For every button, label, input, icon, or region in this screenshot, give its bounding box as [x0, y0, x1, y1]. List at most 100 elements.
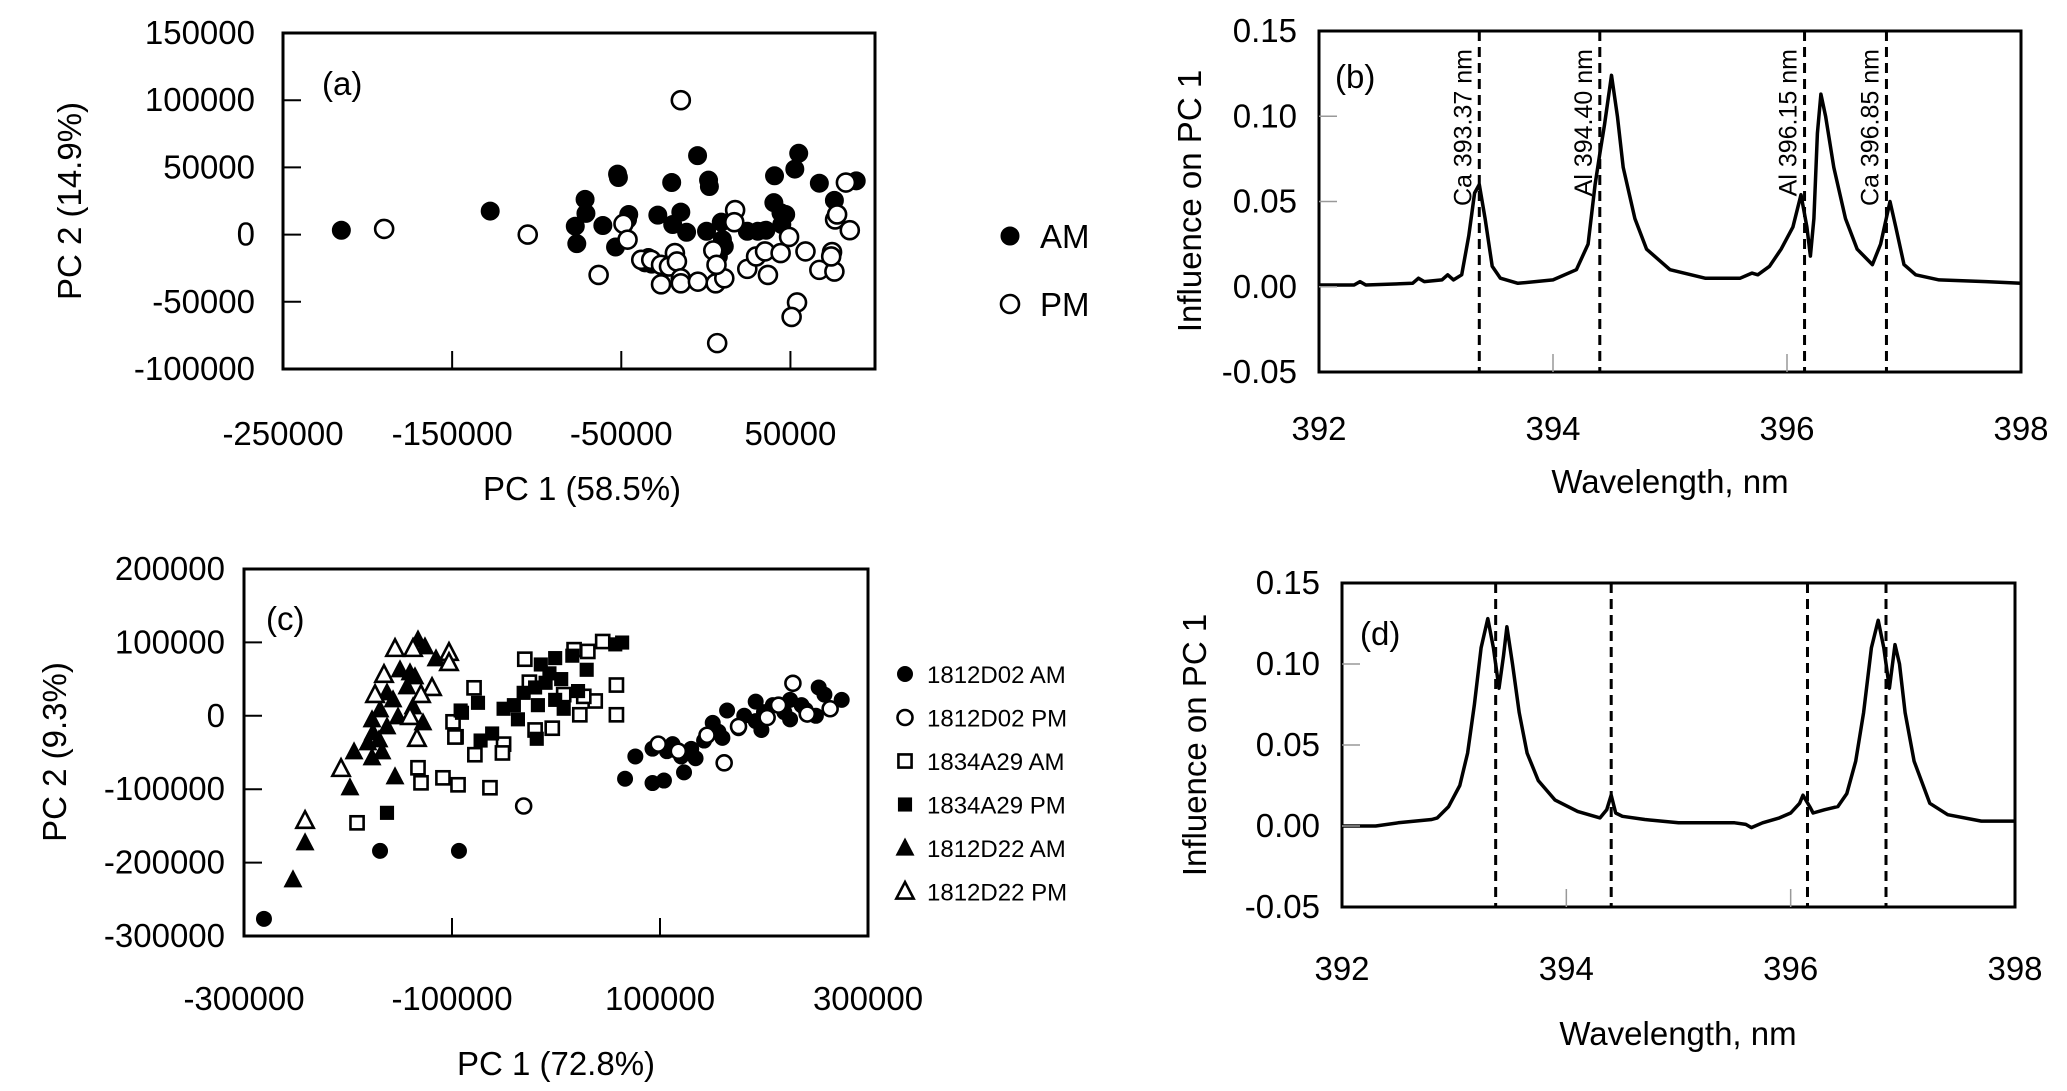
- panel-d-marks: [1342, 616, 2015, 830]
- panel-d-x-axis-title: Wavelength, nm: [1559, 1015, 1796, 1052]
- data-point: [565, 648, 580, 663]
- panel-c-legend: 1812D02 AM 1812D02 PM 1834A29 AM 1834A29 PM…: [894, 662, 1067, 907]
- data-point: [294, 808, 316, 830]
- y-tick-label: 0.10: [1233, 97, 1297, 134]
- data-point: [565, 216, 585, 236]
- y-tick-label: 0.00: [1233, 268, 1297, 305]
- panel-d-pc1-loadings: -0.05 0.00 0.05 0.10 0.15 392 394 396 398 (d) Wa…: [1176, 564, 2043, 1052]
- x-tick-label: -100000: [391, 980, 512, 1017]
- data-point: [706, 254, 727, 276]
- panel-b-reference-lines: Ca 393.37 nm Al 394.40 nm Al 396.15 nm Ca 3…: [1449, 31, 1888, 372]
- panel-b-label: (b): [1335, 58, 1375, 95]
- legend-item: 1812D22 PM: [894, 879, 1067, 907]
- data-point: [567, 234, 587, 254]
- data-point: [364, 682, 386, 704]
- x-tick-label: 394: [1525, 410, 1580, 447]
- data-point: [516, 685, 531, 700]
- data-point: [687, 271, 709, 292]
- x-tick-label: 100000: [605, 980, 715, 1017]
- legend-marker: [895, 837, 915, 856]
- data-point: [770, 242, 791, 264]
- data-point: [835, 172, 857, 193]
- legend-marker: [897, 666, 913, 682]
- data-point: [538, 675, 553, 690]
- y-tick-label: 100000: [145, 81, 255, 118]
- loading-curve: [1319, 73, 2022, 287]
- data-point: [608, 706, 625, 723]
- data-point: [608, 637, 623, 652]
- legend-item: PM: [999, 286, 1090, 323]
- data-point: [617, 229, 638, 250]
- data-point: [670, 273, 692, 294]
- panel-a-legend: AM PM: [999, 218, 1090, 323]
- x-tick-label: -300000: [183, 980, 304, 1017]
- data-point: [789, 143, 809, 163]
- data-point: [379, 805, 395, 820]
- data-point: [413, 774, 429, 791]
- data-point: [769, 696, 788, 714]
- x-tick-label: -50000: [570, 415, 673, 452]
- data-point: [447, 729, 463, 745]
- data-point: [627, 748, 644, 765]
- data-point: [482, 779, 498, 796]
- legend-label: 1812D02 AM: [927, 662, 1066, 689]
- data-point: [576, 203, 596, 223]
- data-point: [723, 211, 745, 233]
- data-point: [467, 746, 483, 763]
- y-tick-label: 0.15: [1233, 12, 1297, 49]
- data-point: [390, 659, 410, 678]
- data-point: [344, 741, 364, 760]
- y-tick-label: 100000: [115, 623, 225, 660]
- data-point: [415, 636, 435, 655]
- panel-a-ticks: -100000 -50000 0 50000 100000 150000 -250000 -1…: [134, 14, 836, 452]
- y-tick-label: 0: [207, 697, 225, 734]
- y-tick-label: -50000: [152, 283, 255, 320]
- data-point: [608, 677, 625, 693]
- data-point: [699, 177, 719, 197]
- legend-item: 1834A29 AM: [897, 749, 1064, 776]
- y-tick-label: -100000: [134, 350, 255, 387]
- x-tick-label: 398: [1987, 950, 2042, 987]
- y-tick-label: 0.00: [1256, 807, 1320, 844]
- legend-label: 1812D22 PM: [927, 880, 1067, 907]
- x-tick-label: 50000: [745, 415, 837, 452]
- data-point: [510, 712, 525, 727]
- legend-item: 1812D02 PM: [896, 706, 1067, 733]
- data-point: [655, 772, 672, 789]
- peak-label: Ca 393.37 nm: [1449, 49, 1477, 206]
- legend-marker: [894, 879, 916, 900]
- legend-label: 1834A29 PM: [927, 793, 1066, 820]
- data-point: [369, 729, 389, 748]
- data-point: [421, 675, 443, 697]
- data-point: [397, 676, 417, 695]
- panel-a-pca-scatter: -100000 -50000 0 50000 100000 150000 -250000 -1…: [51, 14, 1090, 507]
- panel-d-plot-frame: [1340, 581, 2017, 909]
- data-point: [798, 705, 817, 723]
- data-point: [758, 708, 776, 727]
- legend-marker: [897, 753, 913, 769]
- legend-item: AM: [1000, 218, 1090, 255]
- data-point: [676, 764, 693, 781]
- panel-c-pca-scatter: -300000 -200000 -100000 0 100000 200000 -30000…: [36, 550, 1067, 1082]
- data-point: [373, 218, 395, 240]
- data-point: [485, 726, 500, 741]
- data-point: [514, 797, 533, 815]
- data-point: [450, 776, 466, 793]
- data-point: [579, 662, 594, 677]
- data-point: [784, 674, 802, 693]
- data-point: [839, 219, 861, 241]
- y-tick-label: -200000: [104, 844, 225, 881]
- data-point: [544, 720, 561, 737]
- y-tick-label: -0.05: [1222, 353, 1297, 390]
- panel-b-marks: [1319, 73, 2022, 287]
- y-tick-label: -100000: [104, 770, 225, 807]
- data-point: [571, 706, 588, 723]
- x-tick-label: -150000: [392, 415, 513, 452]
- peak-label: Al 394.40 nm: [1570, 49, 1598, 196]
- x-tick-label: 396: [1763, 950, 1818, 987]
- panel-d-y-axis-title: Influence on PC 1: [1176, 614, 1213, 876]
- peak-label: Ca 396.85 nm: [1856, 49, 1884, 206]
- data-point: [283, 869, 303, 888]
- data-point: [714, 729, 731, 746]
